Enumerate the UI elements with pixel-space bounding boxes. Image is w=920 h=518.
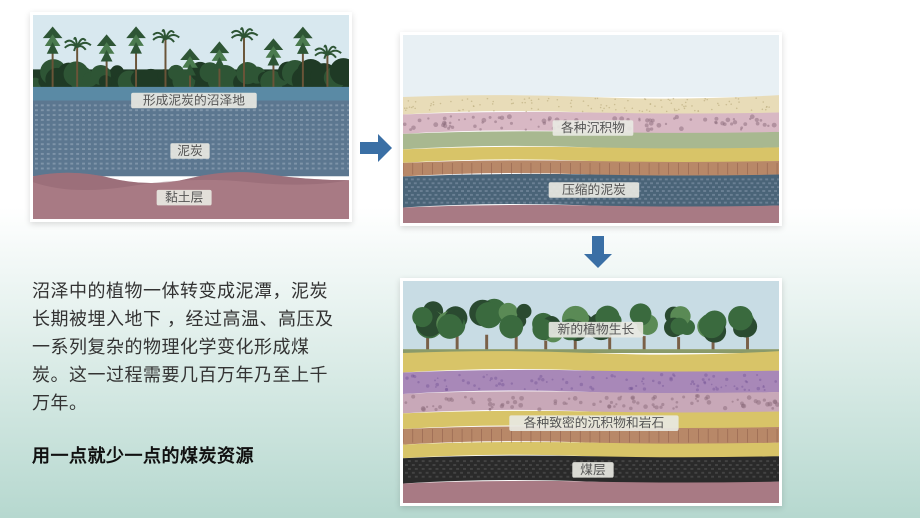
diagram-panel-swamp: 形成泥炭的沼泽地 泥炭 黏土层: [30, 12, 352, 222]
emphasis-line: 用一点就少一点的煤炭资源: [32, 442, 254, 468]
svg-text:泥炭: 泥炭: [177, 144, 203, 158]
svg-text:黏土层: 黏土层: [165, 191, 203, 205]
svg-text:各种沉积物: 各种沉积物: [561, 120, 625, 135]
svg-text:各种致密的沉积物和岩石: 各种致密的沉积物和岩石: [524, 415, 665, 430]
svg-text:形成泥炭的沼泽地: 形成泥炭的沼泽地: [143, 92, 245, 107]
diagram-panel-sediment: 各种沉积物 压缩的泥炭: [400, 32, 782, 226]
svg-text:压缩的泥炭: 压缩的泥炭: [562, 182, 626, 197]
svg-text:煤层: 煤层: [580, 463, 606, 477]
body-paragraph: 沼泽中的植物一体转变成泥潭，泥炭长期被埋入地下 ，经过高温、高压及一系列复杂的物…: [32, 278, 337, 417]
arrow-down: [584, 236, 612, 268]
diagram-panel-coal: 新的植物生长 各种致密的沉积物和岩石 煤层: [400, 278, 782, 506]
arrow-right: [360, 134, 392, 162]
svg-text:新的植物生长: 新的植物生长: [558, 322, 635, 337]
